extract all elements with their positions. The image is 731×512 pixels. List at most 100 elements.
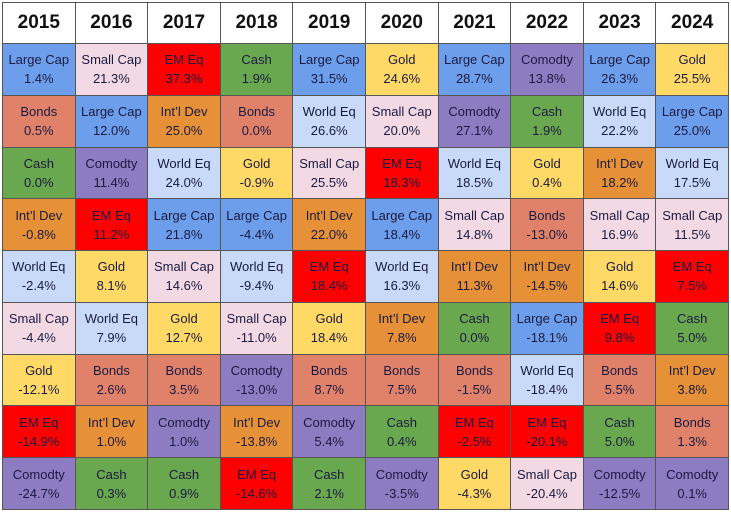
asset-cell: Comodty -3.5% — [365, 458, 438, 509]
asset-cell: Gold 8.1% — [75, 251, 148, 302]
asset-return: 24.0% — [165, 174, 203, 190]
asset-return: 7.9% — [96, 330, 127, 346]
asset-cell: Int’l Dev 7.8% — [365, 302, 438, 354]
asset-cell: World Eq -18.4% — [511, 354, 583, 406]
asset-return: 5.0% — [677, 330, 707, 346]
asset-return: 18.4% — [383, 226, 421, 242]
asset-name: World Eq — [447, 155, 501, 171]
asset-return: 0.4% — [532, 174, 562, 190]
asset-return: -4.4% — [239, 226, 274, 242]
asset-name: Large Cap — [661, 104, 723, 120]
asset-name: Comodty — [666, 466, 719, 482]
asset-name: Comodty — [593, 466, 646, 482]
asset-return: -4.3% — [457, 485, 492, 501]
asset-cell: Comodty -24.7% — [3, 458, 75, 509]
asset-return: 12.7% — [165, 330, 203, 346]
asset-cell: Cash 0.3% — [75, 458, 148, 509]
asset-return: 0.4% — [386, 433, 417, 449]
asset-cell: World Eq -9.4% — [220, 251, 293, 302]
asset-name: Small Cap — [8, 311, 69, 327]
asset-name: Cash — [23, 155, 54, 171]
asset-name: Small Cap — [371, 104, 432, 120]
asset-cell: Cash 0.0% — [438, 302, 511, 354]
asset-return: 0.0% — [241, 123, 272, 139]
asset-name: EM Eq — [454, 414, 494, 430]
asset-cell: Bonds 0.0% — [220, 95, 293, 147]
asset-return: 26.6% — [310, 123, 348, 139]
asset-return: 9.8% — [604, 330, 635, 346]
asset-cell: Cash 0.4% — [365, 406, 438, 458]
asset-return: -14.9% — [18, 433, 60, 449]
asset-cell: Gold 12.7% — [148, 302, 220, 354]
asset-name: World Eq — [665, 155, 719, 171]
asset-name: Comodty — [12, 466, 65, 482]
asset-name: Large Cap — [81, 104, 142, 120]
asset-name: Small Cap — [662, 207, 723, 223]
year-header: 2021 — [438, 3, 511, 43]
asset-cell: Int’l Dev -13.8% — [220, 406, 293, 458]
asset-return: -3.5% — [384, 485, 419, 501]
asset-cell: Int’l Dev 18.2% — [583, 147, 656, 199]
asset-cell: Cash 1.9% — [220, 44, 293, 95]
asset-cell: Large Cap 12.0% — [75, 95, 148, 147]
asset-cell: Bonds 5.5% — [583, 354, 656, 406]
asset-name: Cash — [96, 466, 127, 482]
asset-return: 13.8% — [528, 71, 566, 87]
asset-name: Large Cap — [153, 207, 215, 223]
asset-name: Cash — [677, 311, 708, 327]
asset-name: Bonds — [673, 414, 711, 430]
asset-name: Comodty — [448, 104, 501, 120]
year-header: 2019 — [293, 3, 365, 43]
asset-return: 8.1% — [96, 278, 127, 294]
asset-return: 1.3% — [677, 433, 707, 449]
asset-cell: Int’l Dev 1.0% — [75, 406, 148, 458]
asset-cell: Comodty 1.0% — [148, 406, 220, 458]
asset-return: -9.4% — [239, 278, 274, 294]
asset-return: 5.5% — [604, 382, 635, 398]
asset-name: Small Cap — [154, 259, 214, 275]
asset-name: Int’l Dev — [378, 311, 426, 327]
asset-name: Cash — [459, 311, 490, 327]
asset-name: Bonds — [601, 363, 639, 379]
asset-cell: Int’l Dev -0.8% — [3, 199, 75, 251]
asset-cell: Comodty 27.1% — [438, 95, 511, 147]
asset-name: Gold — [315, 311, 343, 327]
asset-return: -0.9% — [239, 174, 274, 190]
asset-return: 25.0% — [165, 123, 203, 139]
asset-cell: Comodty -12.5% — [583, 458, 656, 509]
asset-return: 18.4% — [310, 278, 348, 294]
asset-cell: Small Cap 11.5% — [656, 199, 728, 251]
asset-return: 1.9% — [532, 123, 562, 139]
asset-cell: Small Cap -4.4% — [3, 302, 75, 354]
asset-return: 25.5% — [310, 174, 348, 190]
asset-name: World Eq — [520, 363, 574, 379]
asset-cell: Int’l Dev -14.5% — [511, 251, 583, 302]
asset-name: Gold — [97, 259, 126, 275]
asset-name: Bonds — [92, 363, 130, 379]
asset-cell: Large Cap 18.4% — [365, 199, 438, 251]
asset-return: 1.0% — [96, 433, 127, 449]
asset-cell: Large Cap 26.3% — [583, 44, 656, 95]
asset-return: 22.0% — [310, 226, 348, 242]
asset-name: EM Eq — [164, 52, 204, 68]
asset-name: Gold — [25, 363, 53, 379]
asset-name: Int’l Dev — [15, 207, 63, 223]
asset-return: 7.5% — [677, 278, 707, 294]
asset-cell: Bonds 3.5% — [148, 354, 220, 406]
asset-return: -12.1% — [18, 382, 60, 398]
asset-return: 11.4% — [93, 174, 130, 190]
asset-return: 14.8% — [455, 226, 493, 242]
asset-name: Bonds — [20, 104, 58, 120]
asset-cell: Large Cap 21.8% — [148, 199, 220, 251]
asset-name: Int’l Dev — [233, 414, 281, 430]
asset-cell: EM Eq 11.2% — [75, 199, 148, 251]
asset-return: -20.4% — [526, 485, 568, 501]
asset-name: Comodty — [520, 52, 573, 68]
asset-return: -18.1% — [526, 330, 568, 346]
asset-name: World Eq — [157, 155, 211, 171]
asset-name: Small Cap — [444, 207, 505, 223]
asset-name: Large Cap — [298, 52, 360, 68]
asset-name: World Eq — [375, 259, 429, 275]
asset-return: 0.1% — [677, 485, 707, 501]
